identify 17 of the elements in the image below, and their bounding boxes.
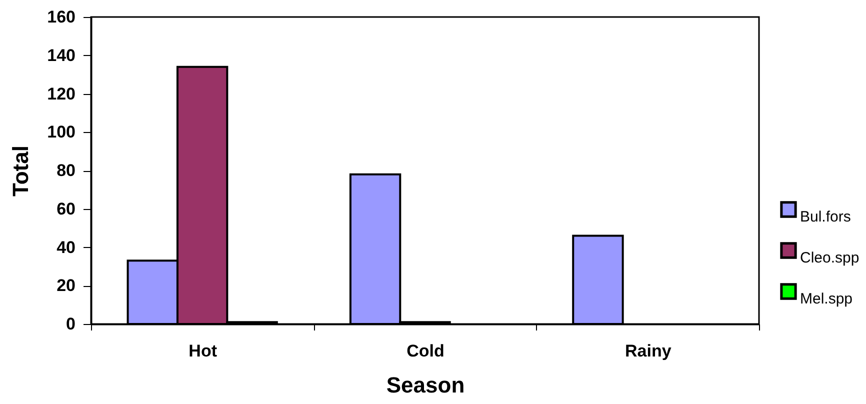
x-tick-label: Hot: [188, 342, 218, 360]
y-tick-label: 100: [47, 122, 76, 142]
legend-label: Cleo.spp: [800, 250, 860, 266]
y-tick-label: 120: [47, 84, 76, 104]
y-tick-label: 20: [56, 276, 76, 296]
x-tick-label: Rainy: [625, 342, 672, 360]
y-tick-label: 40: [56, 238, 76, 257]
legend-label: Bul.fors: [800, 208, 851, 226]
y-tick-label: 140: [47, 46, 76, 65]
x-axis-title: Season: [386, 372, 465, 398]
y-tick-label: 0: [66, 314, 76, 334]
y-axis-title: Total: [8, 146, 34, 196]
y-tick-label: 60: [56, 199, 76, 218]
y-tick-label: 80: [56, 161, 76, 180]
legend-label: Mel.spp: [800, 290, 853, 308]
x-tick-label: Cold: [406, 342, 444, 360]
y-tick-label: 160: [47, 8, 76, 26]
